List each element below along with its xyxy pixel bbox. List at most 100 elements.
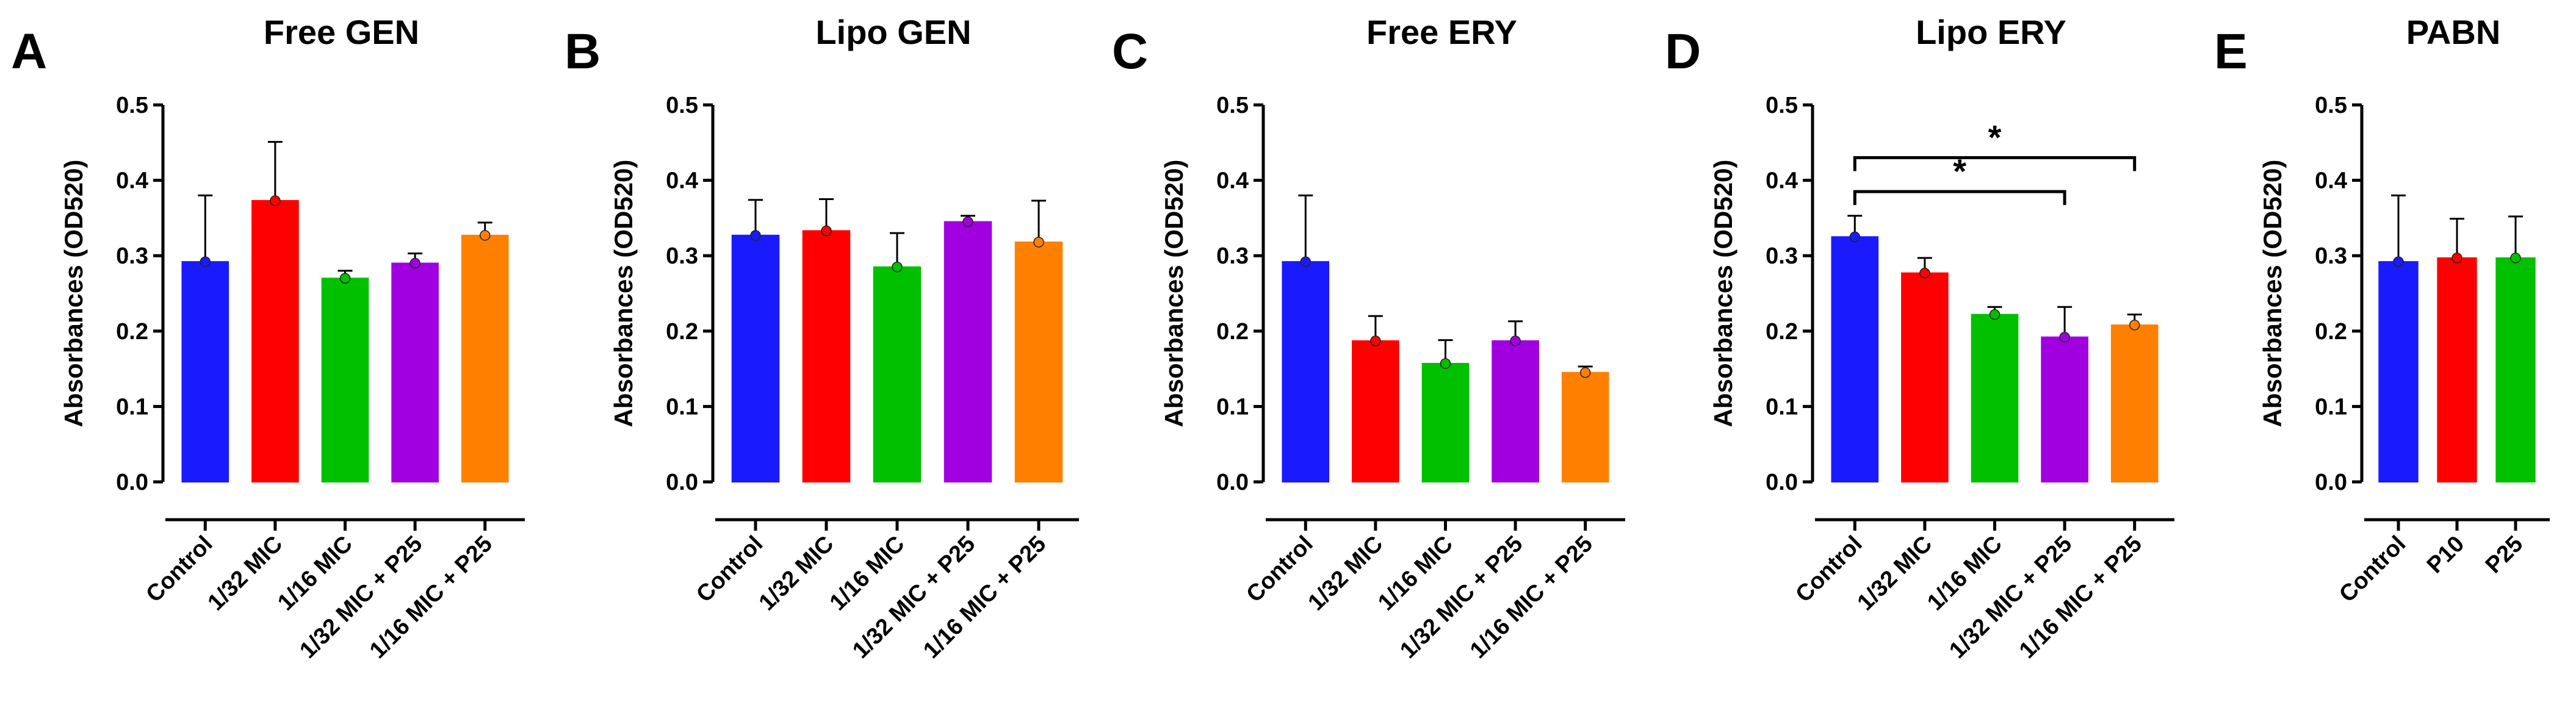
bar <box>2495 257 2536 482</box>
y-tick-label: 0.5 <box>2315 93 2347 118</box>
panel-title: Free ERY <box>1366 13 1517 51</box>
y-tick-label: 0.4 <box>666 168 698 194</box>
y-tick-label: 0.0 <box>1766 470 1798 495</box>
chart-panel-b: B Lipo GEN 0.0 0.1 0.2 0.3 0.4 0.5 Absorbances (… <box>565 13 1079 664</box>
x-tick-label: 1/16 MIC + P25 <box>365 531 497 664</box>
mean-marker <box>1919 267 1930 279</box>
mean-marker <box>892 261 903 273</box>
y-tick-label: 0.2 <box>666 319 698 345</box>
bar <box>2378 261 2419 482</box>
chart-panel-a: A Free GEN 0.0 0.1 0.2 0.3 0.4 0.5 Absorbances (… <box>11 13 525 664</box>
mean-marker <box>962 216 973 228</box>
panel-title: PABN <box>2406 13 2501 51</box>
y-tick-label: 0.3 <box>1216 243 1249 269</box>
chart-panel-c: C Free ERY 0.0 0.1 0.2 0.3 0.4 0.5 Absorbances (… <box>1112 13 1625 664</box>
mean-marker <box>339 273 351 284</box>
y-tick-label: 0.0 <box>116 470 148 495</box>
mean-marker <box>1989 309 2001 320</box>
bar <box>1561 371 1609 483</box>
x-tick-label: 1/32 MIC <box>203 531 288 616</box>
x-tick-label: Control <box>2334 531 2411 608</box>
bar <box>391 262 439 482</box>
panel-letter: A <box>11 24 47 79</box>
y-tick-label: 0.1 <box>2315 394 2347 420</box>
y-tick-label: 0.4 <box>116 168 148 194</box>
mean-marker <box>409 257 420 269</box>
y-tick-label: 0.5 <box>1216 93 1249 118</box>
bar <box>181 261 229 482</box>
bar <box>802 230 851 482</box>
y-tick-label: 0.2 <box>2315 319 2347 345</box>
y-tick-label: 0.2 <box>116 319 148 345</box>
mean-marker <box>750 230 761 241</box>
x-tick-label: P25 <box>2481 531 2528 579</box>
significance-bracket <box>1853 190 2066 206</box>
y-tick-label: 0.3 <box>2315 243 2347 269</box>
bar <box>1492 340 1539 482</box>
y-tick-label: 0.1 <box>1766 394 1798 420</box>
y-tick-label: 0.3 <box>116 243 148 269</box>
x-tick-label: 1/32 MIC <box>1304 531 1388 616</box>
x-tick-label: 1/32 MIC + P25 <box>1944 531 2077 664</box>
bar <box>1971 314 2019 482</box>
y-tick-label: 0.1 <box>116 394 148 420</box>
y-axis-label: Absorbances (OD520) <box>1709 160 1737 428</box>
chart-panel-d: D Lipo ERY 0.0 0.1 0.2 0.3 0.4 0.5 Absorbances (… <box>1665 13 2174 664</box>
mean-marker <box>1849 231 1861 243</box>
y-tick-label: 0.2 <box>1216 319 1249 345</box>
y-tick-label: 0.4 <box>2315 168 2347 194</box>
y-tick-label: 0.5 <box>1766 93 1798 118</box>
bar <box>1352 340 1399 482</box>
y-axis-label: Absorbances (OD520) <box>1160 160 1188 428</box>
mean-marker <box>1300 256 1311 267</box>
mean-marker <box>270 195 281 206</box>
mean-marker <box>2059 331 2070 343</box>
bar <box>1421 362 1470 482</box>
chart-panel-e: E PABN 0.0 0.1 0.2 0.3 0.4 0.5 Absorbances (OD52… <box>2214 13 2550 608</box>
y-tick-label: 0.5 <box>116 93 148 118</box>
bar <box>731 234 780 482</box>
significance-bracket <box>1853 156 2137 171</box>
bar <box>2110 324 2159 482</box>
x-tick-label: 1/32 MIC + P25 <box>848 531 980 664</box>
y-tick-label: 0.4 <box>1766 168 1798 194</box>
y-tick-label: 0.2 <box>1766 319 1798 345</box>
y-axis-label: Absorbances (OD520) <box>2258 160 2287 428</box>
y-tick-label: 0.1 <box>1216 394 1249 420</box>
panel-letter: E <box>2214 24 2248 79</box>
panel-letter: B <box>565 24 601 79</box>
y-tick-label: 0.0 <box>1216 470 1249 495</box>
y-axis-label: Absorbances (OD520) <box>609 160 638 428</box>
mean-marker <box>2393 256 2404 267</box>
y-tick-label: 0.0 <box>666 470 698 495</box>
y-axis-label: Absorbances (OD520) <box>59 160 88 428</box>
significance-label: * <box>1988 118 2002 157</box>
bar <box>1901 272 1949 482</box>
x-tick-label: 1/32 MIC <box>1853 531 1938 616</box>
bar <box>2041 336 2088 482</box>
y-tick-label: 0.3 <box>1766 243 1798 269</box>
y-tick-label: 0.5 <box>666 93 698 118</box>
mean-marker <box>1370 335 1381 346</box>
x-tick-label: 1/32 MIC + P25 <box>295 531 427 664</box>
significance-label: * <box>1953 152 1966 190</box>
panel-letter: D <box>1665 24 1701 79</box>
bar <box>2437 257 2477 482</box>
panel-title: Free GEN <box>264 13 419 51</box>
panel-title: Lipo ERY <box>1916 13 2066 51</box>
mean-marker <box>200 256 211 267</box>
mean-marker <box>2129 320 2140 331</box>
mean-marker <box>2452 253 2462 264</box>
x-tick-label: 1/16 MIC + P25 <box>1465 531 1598 664</box>
y-tick-label: 0.3 <box>666 243 698 269</box>
bar <box>1014 241 1063 482</box>
mean-marker <box>2510 253 2521 264</box>
mean-marker <box>1579 367 1591 378</box>
bar <box>461 234 509 482</box>
y-tick-label: 0.4 <box>1216 168 1249 194</box>
mean-marker <box>1510 335 1521 346</box>
bar <box>873 266 922 482</box>
bar <box>251 199 299 482</box>
bar <box>943 221 992 482</box>
